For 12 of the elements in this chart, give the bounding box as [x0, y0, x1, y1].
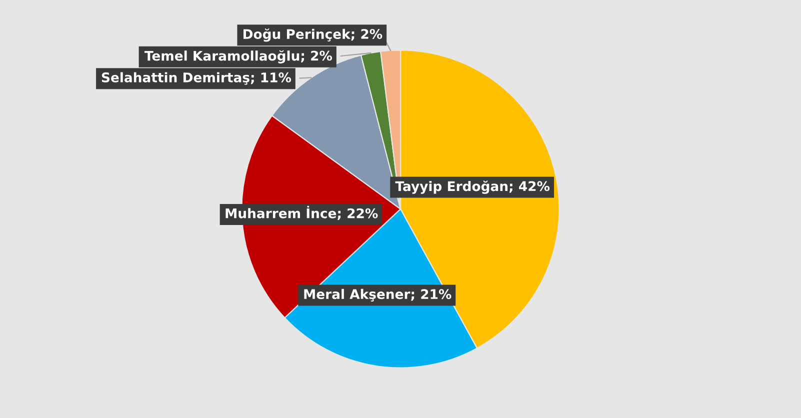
slice-label: Temel Karamollaoğlu — [144, 50, 300, 64]
data-label: ; 2% — [301, 50, 332, 62]
data-label: ; 2% — [351, 28, 382, 41]
slice-label: Tayyip Erdoğan — [395, 180, 508, 194]
data-label: ; 42% — [509, 181, 550, 193]
slice-label: Muharrem İnce — [226, 206, 336, 218]
data-label: ; 11% — [250, 72, 292, 84]
slice-label: Meral Akşener — [304, 288, 410, 302]
data-label: ; 21% — [411, 289, 452, 301]
data-label: ; 22% — [338, 208, 378, 220]
slice-label: Selahattin Demirtaş — [102, 72, 250, 85]
slice-label: Doğu Perinçek — [244, 28, 351, 42]
